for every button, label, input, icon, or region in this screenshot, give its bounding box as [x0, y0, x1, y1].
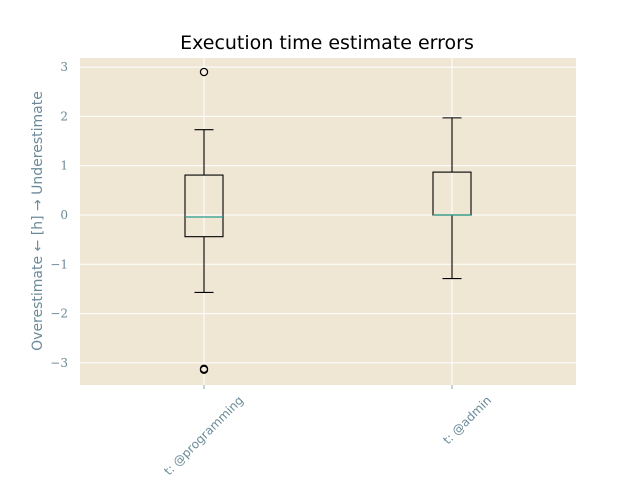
iqr-box: [184, 174, 224, 238]
box-2: [432, 117, 472, 280]
y-tick-label: 0: [60, 208, 68, 222]
box-1: [184, 67, 224, 375]
y-tick-label: 2: [60, 109, 68, 123]
boxes: [184, 67, 472, 375]
plot-area: [80, 58, 576, 385]
y-tick-labels: −3 −2 −1 0 1 2 3: [50, 60, 68, 370]
y-tick-label: −2: [50, 307, 68, 321]
chart-title: Execution time estimate errors: [180, 32, 474, 54]
y-tick-label: −3: [50, 356, 68, 370]
x-tick-label: t: @programming: [161, 393, 246, 478]
outlier-point: [199, 365, 209, 375]
y-tick-label: 3: [60, 60, 68, 74]
y-axis-label: Overestimate ← [h] → Underestimate: [30, 91, 46, 351]
x-tick-labels: t: @programming t: @admin: [161, 385, 494, 478]
outlier-point: [199, 67, 209, 77]
x-tick-label: t: @admin: [440, 393, 494, 447]
y-tick-label: −1: [50, 257, 68, 271]
y-tick-label: 1: [60, 159, 68, 173]
